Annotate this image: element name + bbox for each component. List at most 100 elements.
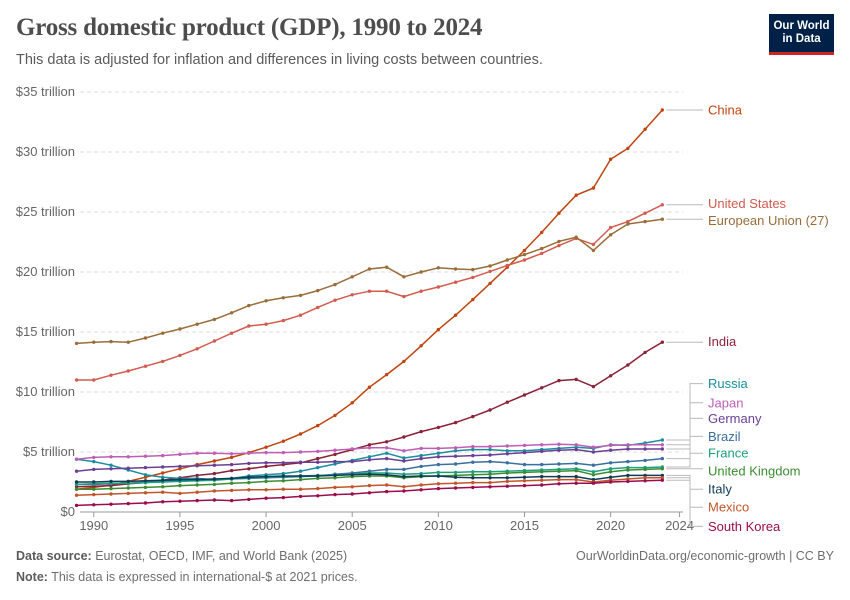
data-point[interactable] — [471, 414, 475, 419]
data-point[interactable] — [488, 485, 492, 489]
data-point[interactable] — [402, 275, 406, 279]
data-point[interactable] — [488, 281, 492, 286]
data-point[interactable] — [660, 456, 665, 461]
data-point[interactable] — [436, 455, 441, 459]
data-point[interactable] — [281, 296, 285, 300]
data-point[interactable] — [264, 445, 268, 449]
data-point[interactable] — [557, 462, 561, 466]
data-point[interactable] — [298, 460, 303, 464]
data-point[interactable] — [471, 480, 475, 485]
data-point[interactable] — [333, 462, 337, 466]
data-point[interactable] — [574, 461, 578, 466]
data-point[interactable] — [247, 451, 251, 455]
data-point[interactable] — [574, 447, 578, 452]
data-point[interactable] — [298, 477, 303, 482]
data-point[interactable] — [488, 453, 492, 457]
data-point[interactable] — [540, 251, 544, 256]
data-point[interactable] — [109, 479, 113, 484]
data-point[interactable] — [333, 452, 337, 457]
data-point[interactable] — [643, 473, 647, 478]
data-point[interactable] — [505, 479, 509, 484]
data-point[interactable] — [419, 289, 423, 293]
data-point[interactable] — [557, 482, 561, 486]
data-point[interactable] — [109, 492, 113, 496]
data-point[interactable] — [264, 474, 268, 479]
data-point[interactable] — [608, 233, 613, 237]
data-point[interactable] — [367, 289, 372, 293]
data-point[interactable] — [626, 459, 630, 464]
data-point[interactable] — [109, 455, 113, 459]
data-point[interactable] — [126, 466, 130, 470]
data-point[interactable] — [384, 451, 389, 455]
data-point[interactable] — [419, 344, 423, 348]
data-point[interactable] — [350, 459, 354, 464]
data-point[interactable] — [92, 340, 96, 344]
data-point[interactable] — [626, 443, 630, 447]
data-point[interactable] — [229, 476, 234, 481]
data-point[interactable] — [384, 289, 389, 293]
data-point[interactable] — [212, 317, 217, 322]
data-point[interactable] — [316, 449, 320, 454]
data-point[interactable] — [419, 483, 423, 487]
data-point[interactable] — [471, 444, 475, 449]
data-point[interactable] — [471, 453, 475, 458]
data-point[interactable] — [402, 489, 406, 493]
data-point[interactable] — [522, 462, 527, 467]
data-point[interactable] — [247, 324, 251, 328]
data-point[interactable] — [557, 469, 561, 473]
series-china[interactable] — [74, 108, 665, 491]
data-point[interactable] — [247, 480, 251, 485]
data-point[interactable] — [109, 339, 113, 344]
data-point[interactable] — [574, 445, 578, 449]
data-point[interactable] — [333, 282, 337, 287]
data-point[interactable] — [195, 464, 199, 468]
data-point[interactable] — [384, 483, 389, 487]
data-point[interactable] — [92, 503, 96, 507]
data-point[interactable] — [384, 473, 389, 477]
data-point[interactable] — [419, 488, 423, 492]
data-point[interactable] — [453, 475, 458, 479]
data-point[interactable] — [247, 475, 251, 479]
series-line-european-union-27[interactable] — [76, 218, 663, 345]
data-point[interactable] — [333, 492, 337, 497]
data-point[interactable] — [264, 464, 268, 469]
data-point[interactable] — [591, 242, 596, 247]
data-point[interactable] — [74, 341, 79, 346]
data-point[interactable] — [384, 440, 389, 444]
data-point[interactable] — [436, 474, 441, 478]
series-label-south-korea[interactable]: South Korea — [708, 519, 781, 534]
data-point[interactable] — [384, 467, 389, 472]
data-point[interactable] — [298, 494, 303, 499]
data-point[interactable] — [92, 487, 96, 491]
data-point[interactable] — [488, 480, 492, 485]
data-point[interactable] — [109, 463, 113, 467]
data-point[interactable] — [212, 498, 217, 502]
data-point[interactable] — [74, 469, 79, 473]
data-point[interactable] — [384, 265, 389, 269]
data-point[interactable] — [402, 485, 406, 489]
data-point[interactable] — [660, 447, 665, 451]
data-point[interactable] — [643, 458, 647, 463]
data-point[interactable] — [402, 474, 406, 479]
data-point[interactable] — [298, 313, 303, 317]
data-point[interactable] — [281, 495, 285, 500]
data-point[interactable] — [333, 413, 337, 418]
data-point[interactable] — [229, 481, 234, 485]
data-point[interactable] — [608, 470, 613, 474]
series-label-mexico[interactable]: Mexico — [708, 500, 749, 515]
data-point[interactable] — [660, 467, 665, 471]
data-point[interactable] — [178, 483, 182, 488]
data-point[interactable] — [143, 479, 148, 483]
data-point[interactable] — [178, 491, 182, 496]
data-point[interactable] — [626, 479, 630, 484]
data-point[interactable] — [591, 473, 596, 477]
series-italy[interactable] — [74, 472, 665, 484]
data-point[interactable] — [92, 378, 96, 382]
data-point[interactable] — [247, 467, 251, 471]
data-point[interactable] — [178, 327, 182, 331]
data-point[interactable] — [143, 501, 148, 505]
series-united-states[interactable] — [74, 203, 665, 382]
data-point[interactable] — [264, 322, 268, 326]
data-point[interactable] — [574, 193, 578, 197]
data-point[interactable] — [591, 463, 596, 467]
